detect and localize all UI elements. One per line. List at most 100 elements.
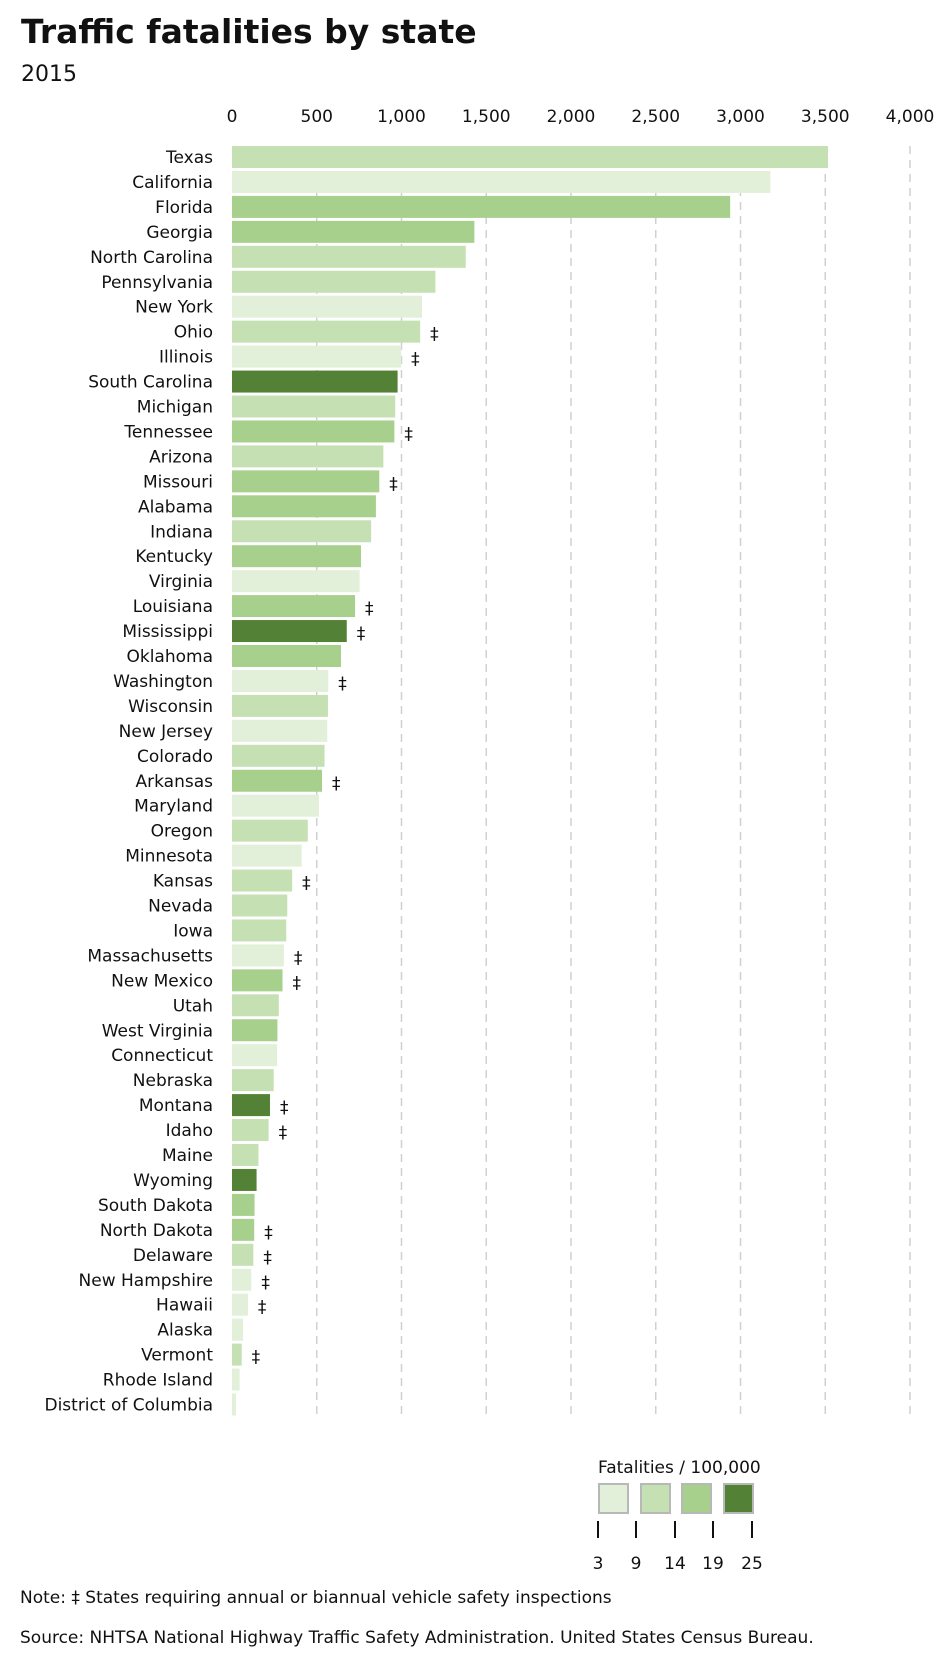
x-tick-label: 3,500	[801, 107, 850, 127]
bar-district-of-columbia	[232, 1393, 236, 1416]
x-tick-label: 4,000	[886, 107, 935, 127]
bar-illinois	[232, 345, 402, 368]
bar-tennessee	[232, 420, 395, 443]
category-label: South Dakota	[98, 1196, 213, 1216]
bar-new-jersey	[232, 719, 328, 742]
bar-arizona	[232, 445, 384, 468]
chart-source: Source: NHTSA National Highway Traffic S…	[20, 1628, 814, 1648]
inspection-marker: ‡	[302, 874, 311, 894]
bar-south-dakota	[232, 1193, 255, 1216]
category-label: District of Columbia	[44, 1396, 213, 1416]
x-tick-label: 3,000	[716, 107, 765, 127]
category-label: Maryland	[134, 797, 213, 817]
legend-swatch	[681, 1483, 712, 1514]
bar-minnesota	[232, 844, 302, 867]
bar-utah	[232, 994, 279, 1017]
bar-pennsylvania	[232, 270, 436, 293]
category-label: Delaware	[133, 1246, 213, 1266]
x-tick-label: 1,500	[462, 107, 511, 127]
inspection-marker: ‡	[263, 1248, 272, 1268]
category-label: Maine	[162, 1146, 213, 1166]
category-label: Louisiana	[133, 597, 213, 617]
bar-california	[232, 170, 771, 193]
bar-wyoming	[232, 1168, 257, 1191]
category-label: Georgia	[146, 223, 213, 243]
category-label: New Hampshire	[79, 1271, 213, 1291]
legend-break-label: 3	[593, 1554, 604, 1574]
category-label: Idaho	[166, 1121, 213, 1141]
category-label: Alabama	[138, 497, 213, 517]
category-label: North Carolina	[90, 248, 213, 268]
category-label: New York	[135, 298, 213, 318]
category-label: Ohio	[174, 323, 213, 343]
category-label: New Jersey	[119, 722, 213, 742]
inspection-marker: ‡	[252, 1348, 261, 1368]
chart-subtitle: 2015	[21, 62, 77, 87]
bar-delaware	[232, 1243, 254, 1266]
category-label: Wyoming	[133, 1171, 213, 1191]
legend-swatch	[598, 1483, 629, 1514]
category-label: Colorado	[137, 747, 213, 767]
bar-florida	[232, 195, 731, 218]
category-label: Virginia	[149, 572, 213, 592]
bar-alabama	[232, 495, 376, 518]
bar-connecticut	[232, 1044, 278, 1067]
category-label: Kentucky	[135, 547, 213, 567]
category-label: West Virginia	[102, 1021, 213, 1041]
inspection-marker: ‡	[332, 774, 341, 794]
category-label: Alaska	[157, 1321, 213, 1341]
bar-oklahoma	[232, 645, 341, 667]
bar-rhode-island	[232, 1368, 240, 1391]
bar-north-dakota	[232, 1218, 255, 1241]
bar-massachusetts	[232, 944, 284, 967]
bar-kentucky	[232, 545, 361, 568]
category-label: New Mexico	[111, 971, 213, 991]
inspection-marker: ‡	[357, 624, 366, 644]
chart-note: Note: ‡ States requiring annual or biann…	[20, 1588, 612, 1608]
bar-colorado	[232, 744, 325, 767]
category-label: Indiana	[150, 522, 213, 542]
bar-chart: 0 500 1,000 1,500 2,000 2,500 3,000 3,500 4,000 T…	[44, 107, 935, 1574]
category-label: Michigan	[137, 398, 213, 418]
category-label: Arizona	[149, 447, 213, 467]
category-label: Kansas	[153, 872, 213, 892]
bar-west-virginia	[232, 1019, 278, 1042]
inspection-marker: ‡	[264, 1223, 273, 1243]
category-label: Nebraska	[133, 1071, 213, 1091]
bar-new-mexico	[232, 969, 283, 992]
category-label: Nevada	[148, 897, 213, 917]
category-label: Missouri	[143, 472, 213, 492]
x-tick-label: 0	[227, 107, 238, 127]
inspection-marker: ‡	[365, 599, 374, 619]
bar-new-hampshire	[232, 1268, 252, 1291]
category-label: Mississippi	[122, 622, 213, 642]
inspection-marker: ‡	[430, 325, 439, 345]
bar-michigan	[232, 395, 396, 418]
legend-swatch	[723, 1483, 754, 1514]
inspection-marker: ‡	[293, 973, 302, 993]
inspection-marker: ‡	[280, 1098, 289, 1118]
category-label: North Dakota	[100, 1221, 213, 1241]
bar-missouri	[232, 470, 380, 493]
bar-nebraska	[232, 1069, 274, 1092]
category-label: Wisconsin	[128, 697, 213, 717]
category-label: Montana	[139, 1096, 213, 1116]
bar-texas	[232, 146, 828, 168]
x-tick-label: 2,500	[631, 107, 680, 127]
legend-break-label: 9	[631, 1554, 642, 1574]
category-label: Vermont	[141, 1346, 213, 1366]
inspection-marker: ‡	[411, 350, 420, 370]
x-tick-label: 500	[301, 107, 333, 127]
category-label: Illinois	[159, 348, 213, 368]
bar-indiana	[232, 520, 372, 543]
chart-title: Traffic fatalities by state	[21, 12, 477, 51]
bar-kansas	[232, 869, 293, 892]
bar-oregon	[232, 819, 308, 842]
bar-washington	[232, 669, 329, 692]
category-label: Oklahoma	[126, 647, 213, 667]
inspection-marker: ‡	[261, 1273, 270, 1293]
category-label: Washington	[113, 672, 213, 692]
category-label: Tennessee	[123, 422, 213, 442]
legend-break-label: 19	[702, 1554, 724, 1574]
category-label: Utah	[173, 996, 213, 1016]
